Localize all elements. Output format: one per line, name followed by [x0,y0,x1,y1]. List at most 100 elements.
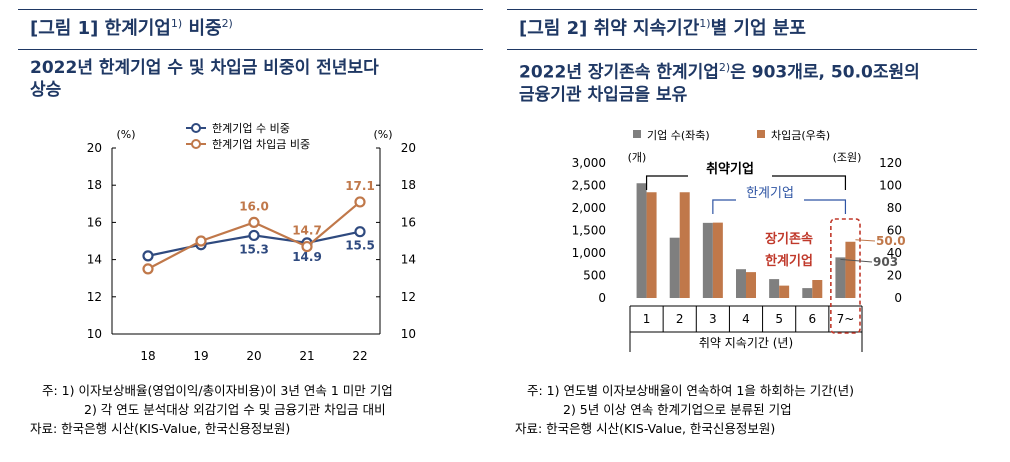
data-label: 14.7 [292,224,322,238]
data-point [354,196,366,208]
subtitle-line-1: 2022년 장기존속 한계기업2)은 903개로, 50.0조원의 [519,57,920,84]
bar-debt [646,192,657,298]
legend-marker [191,139,201,149]
subtitle-line-2: 상승 [30,80,62,100]
bracket-marginal-label-bg [736,182,804,202]
bar-debt [712,222,723,298]
y-tick-label-right: 100 [879,179,902,193]
long-term-label-1: 장기존속 [765,231,813,247]
x-tick-label: 4 [742,312,750,326]
subtitle-line-1: 2022년 한계기업 수 및 차입금 비중이 전년보다 [30,58,379,78]
y-tick-label-right: 120 [879,156,902,170]
y-tick-label-left: 0 [598,291,606,305]
y-tick-label-left: 500 [583,269,606,283]
long-term-label-2: 한계기업 [765,253,813,269]
top-rule [18,9,483,10]
title-footnote-1: 1) [170,17,183,30]
x-tick-label: 22 [352,349,367,363]
data-label-count: 903 [873,255,898,269]
mid-rule [507,49,977,50]
y-tick-label-right: 40 [887,246,902,260]
y-tick-label-right: 0 [894,291,902,305]
title-text: [그림 1] 한계기업 [30,18,171,39]
legend-swatch [757,130,765,138]
y-tick-label-right: 20 [887,269,902,283]
note-1: 주: 1) 연도별 이자보상배율이 연속하여 1을 하회하는 기간(년) [527,383,855,398]
title-text: [그림 2] 취약 지속기간 [519,18,700,39]
data-point [354,226,366,238]
data-label: 17.1 [345,179,375,193]
subtitle-line-2: 금융기관 차입금을 보유 [519,84,688,105]
subtitle-part-a: 2022년 장기존속 한계기업 [519,62,719,83]
bar-count [736,269,746,298]
y-tick-label-left: 18 [87,178,102,192]
data-point [142,250,154,262]
bar-debt [746,272,756,298]
legend-label: 한계기업 수 비중 [212,122,290,135]
bar-count [636,183,647,298]
x-tick-label: 7~ [837,312,855,326]
data-point [301,240,313,253]
x-tick-label: 20 [246,349,261,363]
y-tick-label-right: 12 [401,290,416,304]
bar-count [769,279,780,298]
x-axis-title: 취약 지속기간 (년) [699,335,793,350]
data-point [142,263,154,275]
bar-debt [679,192,690,298]
y-tick-label-right: 60 [887,224,902,238]
bar-debt [779,285,790,298]
y-tick-label-left: 1,500 [572,224,606,238]
x-tick-label: 19 [193,349,208,363]
bar-count [702,222,713,298]
bar-count [802,288,813,298]
figure-1-subtitle: 2022년 한계기업 수 및 차입금 비중이 전년보다 상승 [30,57,379,101]
legend-label: 차입금(우축) [771,129,830,142]
bar-debt [845,241,856,298]
note-2: 2) 각 연도 분석대상 외감기업 수 및 금융기관 차입금 대비 [84,402,386,417]
y-tick-label-left: 10 [87,327,102,341]
figure-1-title: [그림 1] 한계기업1) 비중2) [30,14,233,40]
figure-1-notes: 주: 1) 이자보상배율(영업이익/총이자비용)이 3년 연속 1 미만 기업 … [30,381,393,438]
data-label: 15.5 [345,239,375,253]
x-tick-label: 1 [643,312,651,326]
title-text-2: 비중 [182,18,222,39]
source-note: 자료: 한국은행 시산(KIS-Value, 한국신용정보원) [30,421,291,436]
data-label: 16.0 [239,199,269,213]
y-tick-label-left: 12 [87,290,102,304]
y-axis-unit-left: (개) [628,151,647,164]
x-tick-label: 5 [775,312,783,326]
figure-2-subtitle: 2022년 장기존속 한계기업2)은 903개로, 50.0조원의 금융기관 차… [519,57,920,106]
x-tick-label: 21 [299,349,314,363]
y-axis-unit-right: (%) [373,128,392,141]
x-tick-label: 3 [709,312,717,326]
legend-label: 한계기업 차입금 비중 [212,138,310,151]
y-axis-unit-right: (조원) [833,151,862,164]
figure-2-panel: [그림 2] 취약 지속기간1)별 기업 분포 2022년 장기존속 한계기업2… [507,0,977,462]
callout-line-debt [855,239,876,242]
y-tick-label-left: 1,000 [572,246,606,260]
y-tick-label-left: 16 [87,215,102,229]
subtitle-part-b: 은 903개로, 50.0조원의 [730,62,920,83]
y-tick-label-right: 14 [401,253,416,267]
data-label-debt: 50.0 [876,234,906,248]
y-tick-label-left: 2,000 [572,201,606,215]
title-text-2: 별 기업 분포 [710,18,806,39]
y-tick-label-right: 20 [401,141,416,155]
bar-count [669,237,680,298]
legend-label: 기업 수(좌축) [647,129,710,142]
subtitle-footnote: 2) [718,61,731,74]
bracket-marginal [712,199,847,214]
x-tick-label: 2 [676,312,684,326]
data-point [248,229,260,242]
data-label: 15.3 [239,242,269,256]
mid-rule [18,49,483,50]
bracket-all-label: 취약기업 [706,161,754,177]
legend-swatch [633,130,641,138]
y-tick-label-right: 16 [401,215,416,229]
note-2: 2) 5년 이상 연속 한계기업으로 분류된 기업 [563,402,792,417]
y-tick-label-right: 10 [401,327,416,341]
bracket-all-label-bg [688,158,772,178]
y-axis-unit-left: (%) [116,128,135,141]
